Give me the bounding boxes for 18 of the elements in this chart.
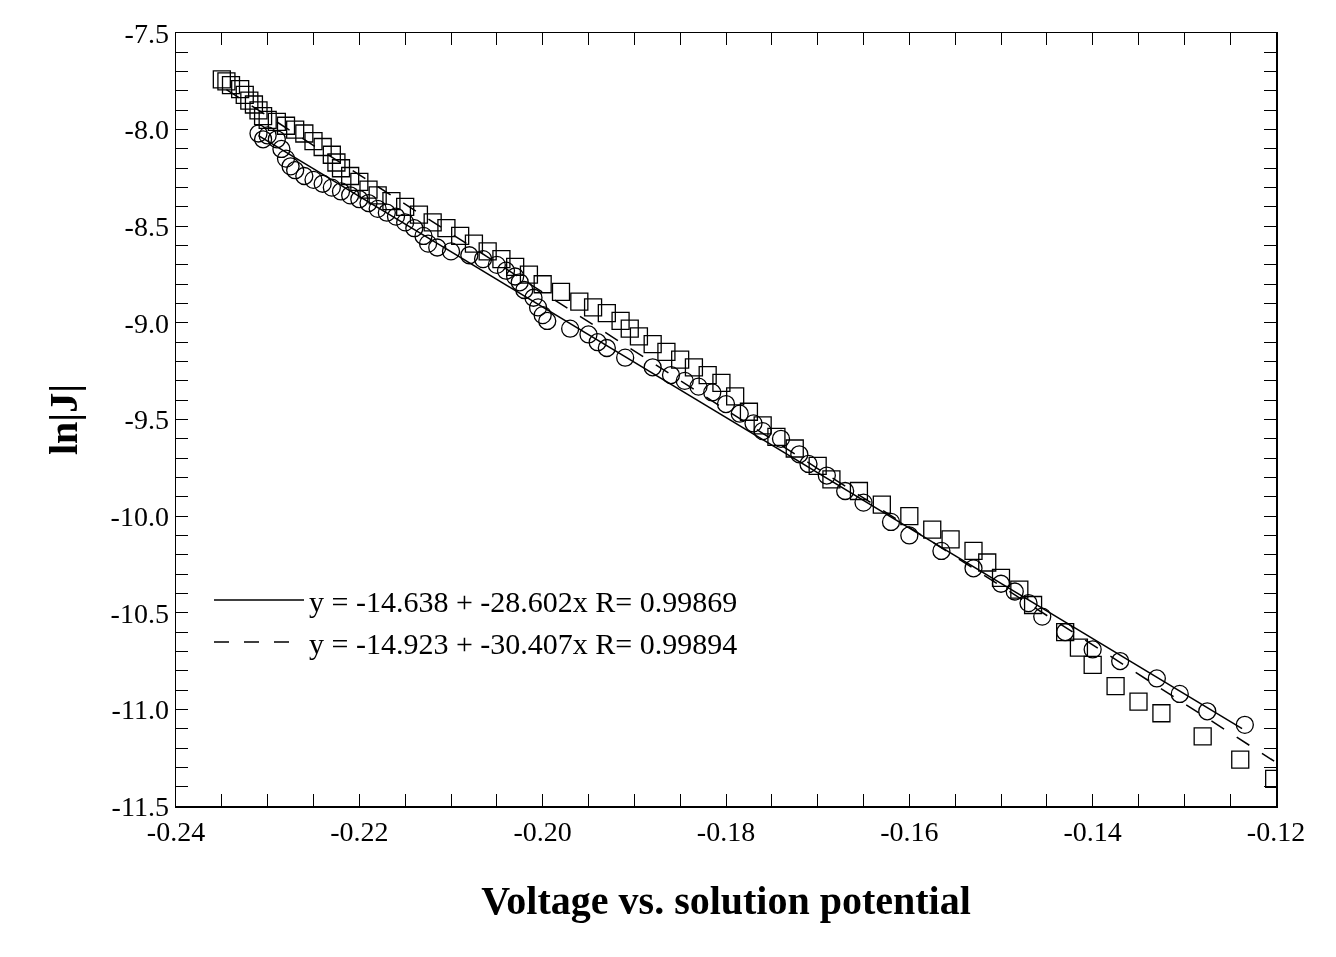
y-tick-label: -9.0 bbox=[124, 307, 169, 339]
y-tick-label: -10.0 bbox=[110, 500, 169, 532]
y-tick-label: -7.5 bbox=[124, 17, 169, 49]
x-tick-label: -0.20 bbox=[513, 816, 572, 848]
x-tick-label: -0.16 bbox=[880, 816, 939, 848]
x-tick-label: -0.12 bbox=[1246, 816, 1306, 848]
legend-label: y = -14.923 + -30.407x R= 0.99894 bbox=[309, 626, 738, 660]
y-tick-label: -8.5 bbox=[124, 211, 169, 243]
y-axis-title: ln|J| bbox=[41, 384, 87, 455]
y-tick-label: -9.5 bbox=[124, 404, 169, 436]
legend-label: y = -14.638 + -28.602x R= 0.99869 bbox=[309, 584, 738, 618]
y-tick-label: -11.0 bbox=[111, 694, 169, 726]
x-axis-title: Voltage vs. solution potential bbox=[481, 878, 971, 924]
y-tick-label: -10.5 bbox=[110, 597, 169, 629]
y-tick-label: -8.0 bbox=[124, 114, 169, 146]
x-tick-label: -0.18 bbox=[696, 816, 756, 848]
x-tick-label: -0.22 bbox=[330, 816, 389, 848]
x-tick-label: -0.14 bbox=[1063, 816, 1122, 848]
